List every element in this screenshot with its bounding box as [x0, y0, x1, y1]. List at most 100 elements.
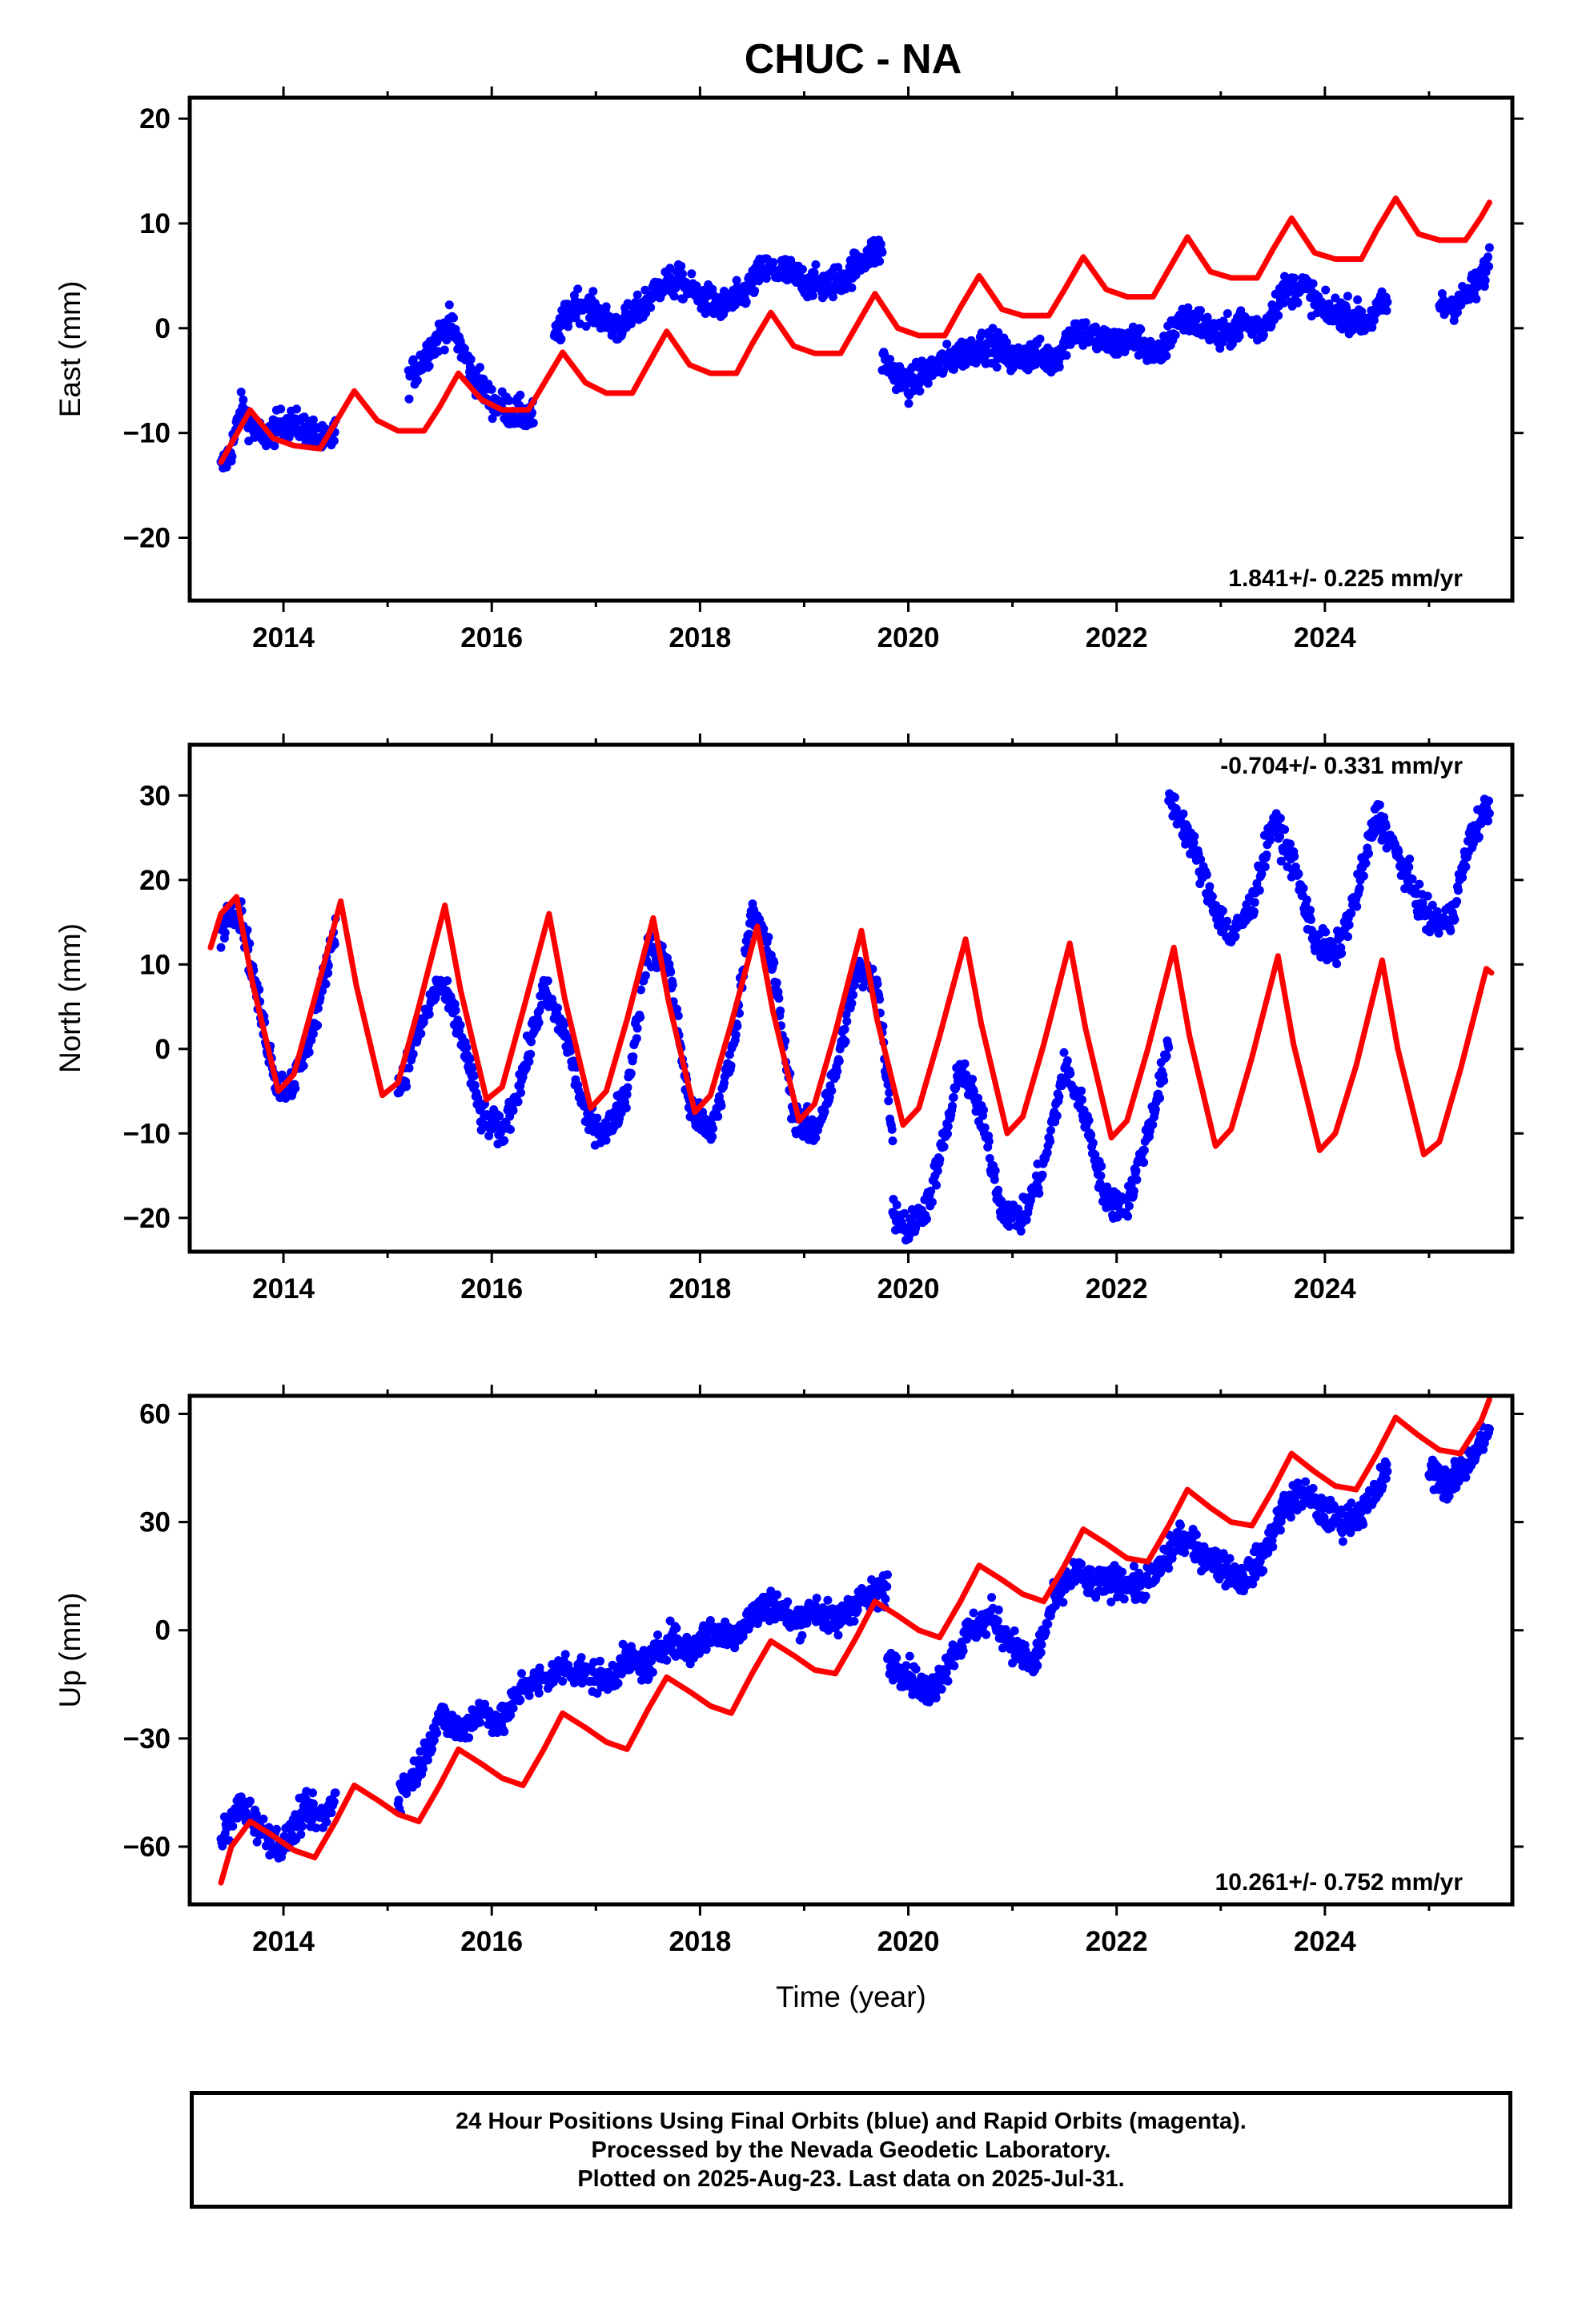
data-point — [442, 336, 452, 345]
data-point — [621, 1104, 631, 1112]
data-point — [308, 1788, 317, 1798]
data-point — [636, 1012, 645, 1022]
data-point — [632, 1023, 642, 1033]
data-point — [1484, 262, 1493, 271]
data-point — [440, 345, 449, 355]
data-point — [1257, 869, 1267, 879]
rate-label: 1.841+/- 0.225 mm/yr — [1228, 565, 1463, 592]
data-point — [1176, 1521, 1185, 1530]
data-point — [731, 1030, 741, 1039]
data-point — [900, 1208, 909, 1218]
data-point — [1002, 338, 1011, 348]
data-point — [1077, 1086, 1086, 1096]
data-point — [669, 292, 679, 301]
data-point — [1302, 895, 1311, 905]
data-point — [404, 394, 414, 404]
data-point — [904, 399, 913, 408]
data-point — [495, 1112, 504, 1121]
data-point — [579, 1677, 588, 1687]
x-tick-label: 2016 — [460, 622, 523, 653]
y-tick-label: 20 — [139, 103, 171, 135]
data-point — [416, 1029, 426, 1039]
data-point — [304, 1047, 314, 1057]
data-point — [1306, 906, 1315, 915]
data-point — [1132, 338, 1142, 348]
observation-points — [216, 235, 1494, 472]
data-point — [993, 1616, 1002, 1626]
y-tick-label: 30 — [139, 780, 171, 811]
data-point — [942, 1667, 951, 1677]
data-point — [1150, 1104, 1160, 1114]
data-point — [882, 1582, 892, 1591]
data-point — [500, 1727, 509, 1736]
data-point — [1452, 897, 1462, 906]
data-point — [524, 1057, 534, 1067]
data-point — [726, 1061, 736, 1071]
data-point — [1260, 862, 1270, 871]
data-point — [1022, 1215, 1031, 1224]
data-point — [720, 287, 729, 296]
data-point — [1275, 814, 1285, 823]
data-point — [513, 1097, 523, 1107]
data-point — [1066, 1069, 1075, 1079]
data-point — [500, 1136, 509, 1145]
data-point — [849, 990, 858, 999]
data-point — [1008, 1659, 1018, 1668]
data-point — [1178, 809, 1188, 818]
data-point — [412, 376, 422, 385]
rate-label: -0.704+/- 0.331 mm/yr — [1220, 753, 1463, 779]
data-point — [299, 1061, 308, 1071]
data-point — [923, 379, 933, 388]
data-point — [764, 932, 773, 942]
data-point — [969, 1608, 978, 1618]
data-point — [596, 1656, 604, 1666]
data-point — [581, 322, 591, 331]
data-point — [1337, 949, 1347, 958]
data-point — [323, 968, 333, 978]
y-tick-label: 0 — [155, 313, 171, 344]
data-point — [1275, 832, 1284, 842]
data-point — [1231, 931, 1240, 941]
data-point — [1262, 850, 1271, 859]
data-point — [291, 1084, 300, 1093]
y-tick-label: −20 — [123, 1203, 171, 1234]
data-point — [820, 1107, 829, 1116]
data-point — [1046, 1136, 1055, 1146]
data-point — [588, 287, 598, 296]
data-point — [1148, 1120, 1158, 1130]
data-point — [424, 1010, 434, 1019]
data-point — [741, 297, 751, 307]
plot-frame — [187, 742, 1515, 1254]
data-point — [713, 1112, 723, 1121]
data-point — [1123, 1212, 1133, 1221]
data-point — [992, 363, 1002, 372]
data-point — [888, 1136, 897, 1146]
data-point — [834, 1056, 844, 1066]
data-point — [451, 1006, 460, 1015]
data-point — [1005, 1221, 1014, 1231]
data-point — [935, 1155, 945, 1164]
data-point — [1423, 891, 1432, 901]
data-point — [829, 292, 837, 302]
data-point — [1484, 816, 1493, 826]
data-point — [456, 1020, 465, 1030]
data-point — [1202, 870, 1211, 879]
data-point — [833, 1067, 842, 1076]
data-point — [876, 239, 885, 249]
data-point — [228, 1821, 238, 1831]
data-point — [1343, 292, 1352, 301]
y-axis-label: East (mm) — [54, 281, 86, 418]
data-point — [750, 286, 760, 296]
data-point — [1086, 1130, 1096, 1140]
data-point — [1196, 854, 1206, 864]
data-point — [1052, 1111, 1062, 1120]
data-point — [1016, 1226, 1026, 1236]
data-point — [1124, 1201, 1134, 1211]
data-point — [576, 1653, 586, 1663]
data-point — [1415, 879, 1424, 889]
data-point — [962, 1070, 971, 1080]
data-point — [1223, 916, 1232, 926]
data-point — [968, 1075, 978, 1084]
data-point — [432, 1728, 442, 1738]
data-point — [296, 1830, 306, 1839]
